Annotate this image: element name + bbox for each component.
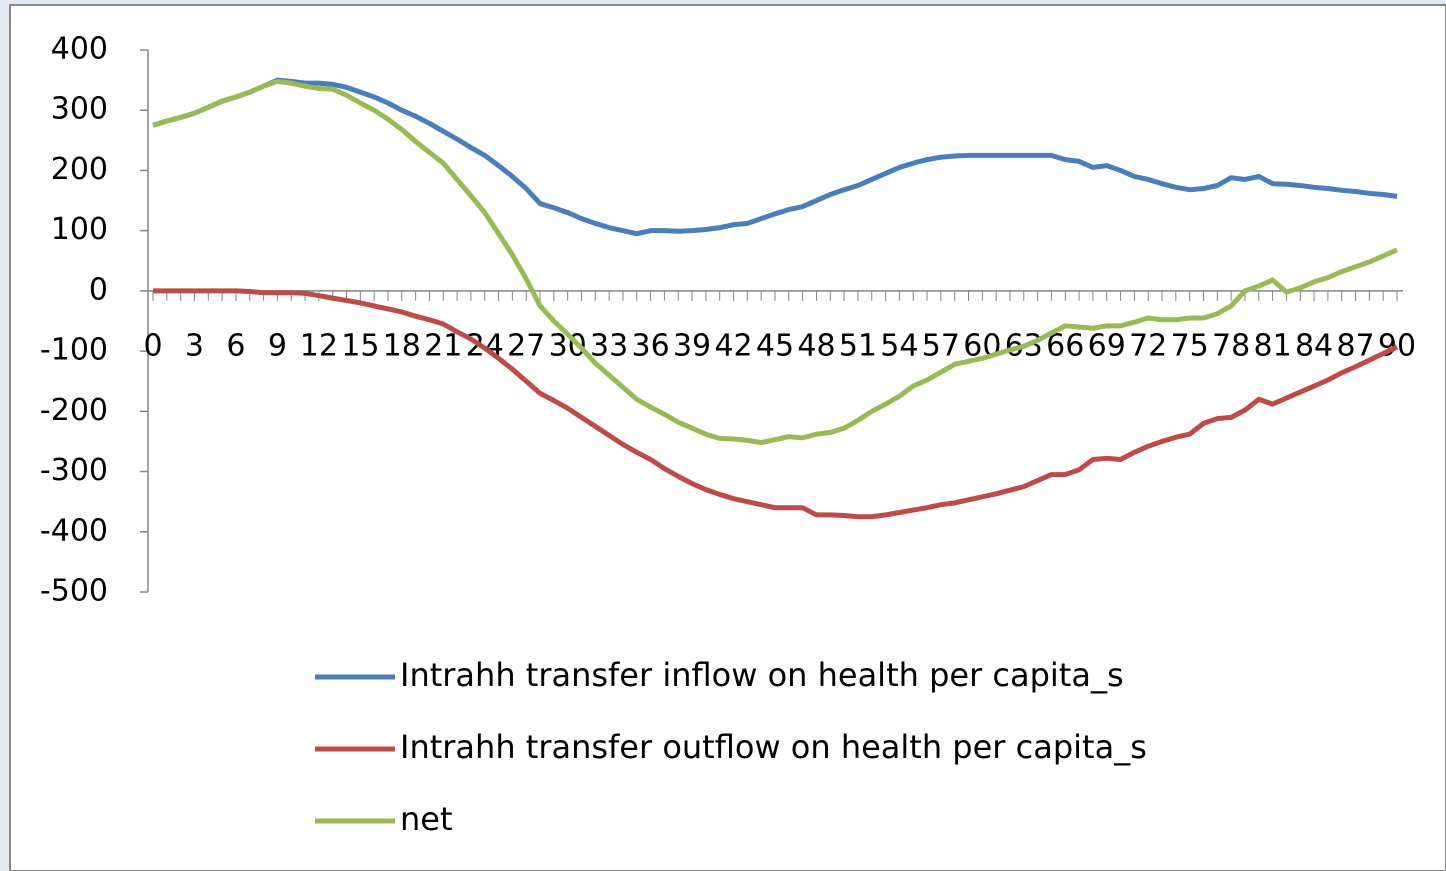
x-tick-label: 78 — [1212, 328, 1250, 363]
x-tick-label: 48 — [797, 328, 835, 363]
x-tick-label: 42 — [714, 328, 752, 363]
x-tick-label: 57 — [922, 328, 960, 363]
x-tick-label: 15 — [341, 328, 379, 363]
x-tick-label: 27 — [507, 328, 545, 363]
x-tick-label: 9 — [268, 328, 287, 363]
y-tick-label: -100 — [40, 333, 108, 368]
y-tick-label: 100 — [51, 212, 108, 247]
x-tick-label: 84 — [1295, 328, 1333, 363]
x-tick-label: 45 — [756, 328, 794, 363]
y-tick-label: -500 — [40, 574, 108, 609]
x-tick-label: 0 — [143, 328, 162, 363]
x-tick-label: 87 — [1336, 328, 1374, 363]
y-tick-label: 200 — [51, 152, 108, 187]
series-line — [153, 288, 1399, 520]
y-tick-label: -200 — [40, 393, 108, 428]
x-tick-label: 3 — [185, 328, 204, 363]
x-tick-label: 51 — [839, 328, 877, 363]
series-line — [152, 77, 1398, 237]
x-tick-label: 18 — [383, 328, 421, 363]
legend-label: Intrahh transfer inflow on health per ca… — [400, 656, 1124, 694]
legend-label: Intrahh transfer outflow on health per c… — [400, 728, 1147, 766]
x-tick-label: 36 — [632, 328, 670, 363]
x-tick-label: 54 — [880, 328, 918, 363]
x-tick-label: 21 — [424, 328, 462, 363]
y-tick-label: -400 — [40, 513, 108, 548]
x-tick-label: 6 — [226, 328, 245, 363]
x-tick-label: 72 — [1129, 328, 1167, 363]
x-tick-label: 81 — [1254, 328, 1292, 363]
y-tick-label: 0 — [89, 272, 108, 307]
legend-label: net — [400, 800, 453, 838]
x-tick-label: 33 — [590, 328, 628, 363]
x-tick-label: 12 — [300, 328, 338, 363]
x-tick-label: 90 — [1378, 328, 1416, 363]
y-tick-label: 400 — [51, 32, 108, 67]
y-tick-label: 300 — [51, 92, 108, 127]
y-tick-label: -300 — [40, 453, 108, 488]
series-line — [152, 78, 1398, 446]
x-tick-label: 39 — [673, 328, 711, 363]
x-tick-label: 75 — [1171, 328, 1209, 363]
x-tick-label: 69 — [1088, 328, 1126, 363]
